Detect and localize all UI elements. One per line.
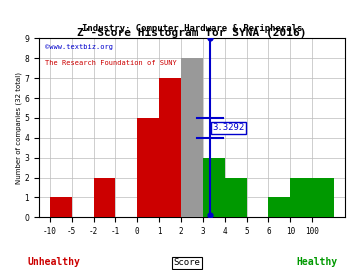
Y-axis label: Number of companies (32 total): Number of companies (32 total) [15, 72, 22, 184]
Text: Unhealthy: Unhealthy [28, 257, 80, 267]
Text: 3.3292: 3.3292 [212, 123, 244, 132]
Text: The Research Foundation of SUNY: The Research Foundation of SUNY [45, 60, 177, 66]
Text: Score: Score [174, 258, 201, 267]
Bar [203, 158, 225, 217]
Bar [225, 178, 247, 217]
Bar [159, 78, 181, 217]
Bar [137, 118, 159, 217]
Title: Z’-Score Histogram for SYNA (2016): Z’-Score Histogram for SYNA (2016) [77, 28, 307, 38]
Text: ©www.textbiz.org: ©www.textbiz.org [45, 44, 113, 50]
Bar [94, 178, 116, 217]
Text: Healthy: Healthy [296, 257, 337, 267]
Bar [269, 197, 290, 217]
Text: Industry: Computer Hardware & Peripherals: Industry: Computer Hardware & Peripheral… [82, 24, 302, 33]
Bar [181, 58, 203, 217]
Bar [290, 178, 312, 217]
Bar [312, 178, 334, 217]
Bar [50, 197, 72, 217]
